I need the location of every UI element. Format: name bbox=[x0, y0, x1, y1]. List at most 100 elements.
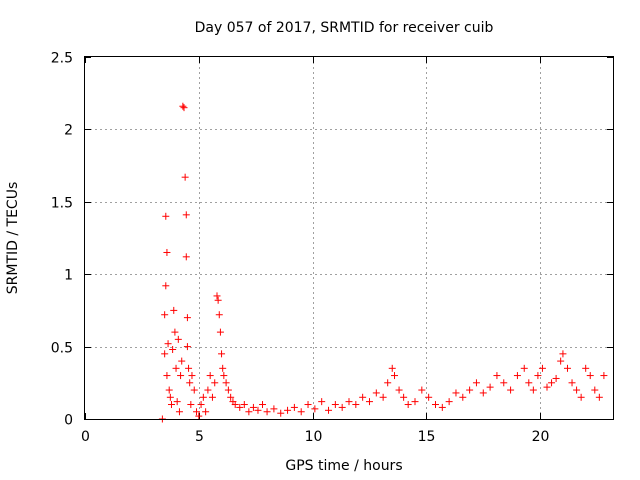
data-point bbox=[197, 401, 205, 409]
plot-area-border bbox=[84, 56, 614, 420]
data-point bbox=[331, 401, 339, 409]
x-tick-label: 5 bbox=[195, 429, 204, 445]
data-point bbox=[513, 372, 521, 380]
data-point bbox=[185, 364, 193, 372]
y-tick-label: 0 bbox=[64, 413, 73, 429]
data-point bbox=[445, 398, 453, 406]
data-point bbox=[175, 408, 183, 416]
data-point bbox=[538, 364, 546, 372]
data-points bbox=[158, 102, 608, 423]
data-point bbox=[466, 386, 474, 394]
data-point bbox=[548, 379, 556, 387]
data-point bbox=[411, 398, 419, 406]
data-point bbox=[206, 372, 214, 380]
data-point bbox=[304, 401, 312, 409]
data-point bbox=[161, 350, 169, 358]
data-point bbox=[563, 364, 571, 372]
data-point bbox=[187, 401, 195, 409]
data-point bbox=[359, 393, 367, 401]
data-point bbox=[290, 403, 298, 411]
data-point bbox=[395, 386, 403, 394]
data-point bbox=[404, 401, 412, 409]
data-point bbox=[452, 389, 460, 397]
data-point bbox=[568, 379, 576, 387]
data-point bbox=[163, 248, 171, 256]
chart-title: Day 057 of 2017, SRMTID for receiver cui… bbox=[195, 20, 494, 36]
data-point bbox=[245, 408, 253, 416]
data-point bbox=[199, 393, 207, 401]
data-point bbox=[525, 379, 533, 387]
data-point bbox=[202, 408, 210, 416]
data-point bbox=[218, 350, 226, 358]
x-tick-label: 10 bbox=[305, 429, 323, 445]
data-point bbox=[259, 401, 267, 409]
data-point bbox=[254, 406, 262, 414]
data-point bbox=[325, 406, 333, 414]
data-point bbox=[297, 408, 305, 416]
data-point bbox=[263, 408, 271, 416]
data-point bbox=[166, 393, 174, 401]
data-point bbox=[161, 311, 169, 319]
data-point bbox=[236, 403, 244, 411]
data-point bbox=[171, 328, 179, 336]
data-point bbox=[431, 401, 439, 409]
data-point bbox=[486, 383, 494, 391]
data-point bbox=[270, 405, 278, 413]
data-point bbox=[586, 372, 594, 380]
data-point bbox=[365, 398, 373, 406]
data-point bbox=[479, 389, 487, 397]
data-point bbox=[162, 282, 170, 290]
data-point bbox=[188, 372, 196, 380]
data-point bbox=[167, 401, 175, 409]
y-tick-label: 1.5 bbox=[51, 196, 73, 212]
data-point bbox=[338, 403, 346, 411]
data-point bbox=[224, 386, 232, 394]
data-point bbox=[384, 379, 392, 387]
data-point bbox=[193, 408, 201, 416]
data-point bbox=[180, 104, 188, 112]
data-point bbox=[520, 364, 528, 372]
data-point bbox=[311, 405, 319, 413]
data-point bbox=[172, 364, 180, 372]
data-point bbox=[169, 345, 177, 353]
data-point bbox=[573, 386, 581, 394]
data-point bbox=[178, 357, 186, 365]
data-point bbox=[400, 393, 408, 401]
data-point bbox=[216, 328, 224, 336]
data-point bbox=[204, 386, 212, 394]
data-point bbox=[219, 364, 227, 372]
data-point bbox=[173, 398, 181, 406]
data-point bbox=[529, 386, 537, 394]
data-point bbox=[183, 314, 191, 322]
data-point bbox=[577, 393, 585, 401]
data-point bbox=[425, 393, 433, 401]
data-point bbox=[543, 383, 551, 391]
data-point bbox=[177, 372, 185, 380]
data-point bbox=[379, 393, 387, 401]
data-point bbox=[352, 401, 360, 409]
x-axis-label: GPS time / hours bbox=[285, 458, 402, 474]
data-point bbox=[190, 386, 198, 394]
data-point bbox=[240, 401, 248, 409]
data-point bbox=[595, 393, 603, 401]
data-point bbox=[165, 386, 173, 394]
data-point bbox=[222, 379, 230, 387]
data-point bbox=[591, 386, 599, 394]
y-tick-label: 1 bbox=[64, 268, 73, 284]
data-point bbox=[277, 409, 285, 417]
x-tick-label: 15 bbox=[418, 429, 436, 445]
data-point bbox=[559, 350, 567, 358]
y-tick-label: 2 bbox=[64, 123, 73, 139]
data-point bbox=[507, 386, 515, 394]
y-tick-label: 0.5 bbox=[51, 341, 73, 357]
data-point bbox=[534, 372, 542, 380]
data-point bbox=[600, 372, 608, 380]
data-point bbox=[186, 379, 194, 387]
x-tick-label: 20 bbox=[532, 429, 550, 445]
data-point bbox=[174, 335, 182, 343]
grid bbox=[85, 57, 613, 419]
data-point bbox=[552, 374, 560, 382]
data-point bbox=[208, 393, 216, 401]
